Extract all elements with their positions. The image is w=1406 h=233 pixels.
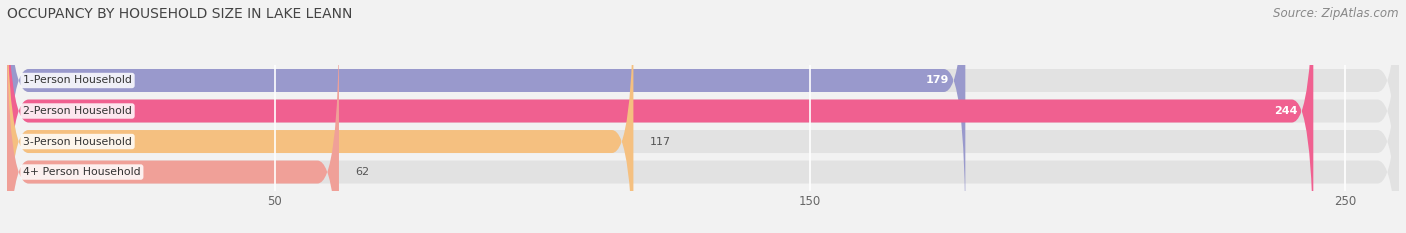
Text: Source: ZipAtlas.com: Source: ZipAtlas.com	[1274, 7, 1399, 20]
Text: OCCUPANCY BY HOUSEHOLD SIZE IN LAKE LEANN: OCCUPANCY BY HOUSEHOLD SIZE IN LAKE LEAN…	[7, 7, 353, 21]
FancyBboxPatch shape	[7, 0, 633, 233]
Text: 244: 244	[1274, 106, 1298, 116]
Text: 4+ Person Household: 4+ Person Household	[22, 167, 141, 177]
FancyBboxPatch shape	[7, 16, 339, 233]
Text: 117: 117	[650, 137, 671, 147]
Text: 3-Person Household: 3-Person Household	[22, 137, 132, 147]
FancyBboxPatch shape	[7, 0, 1399, 233]
FancyBboxPatch shape	[7, 16, 1399, 233]
Text: 62: 62	[356, 167, 370, 177]
FancyBboxPatch shape	[7, 0, 1313, 233]
Text: 2-Person Household: 2-Person Household	[22, 106, 132, 116]
FancyBboxPatch shape	[7, 0, 1399, 233]
FancyBboxPatch shape	[7, 0, 1399, 233]
Text: 1-Person Household: 1-Person Household	[22, 75, 132, 86]
Text: 179: 179	[927, 75, 949, 86]
FancyBboxPatch shape	[7, 0, 966, 233]
